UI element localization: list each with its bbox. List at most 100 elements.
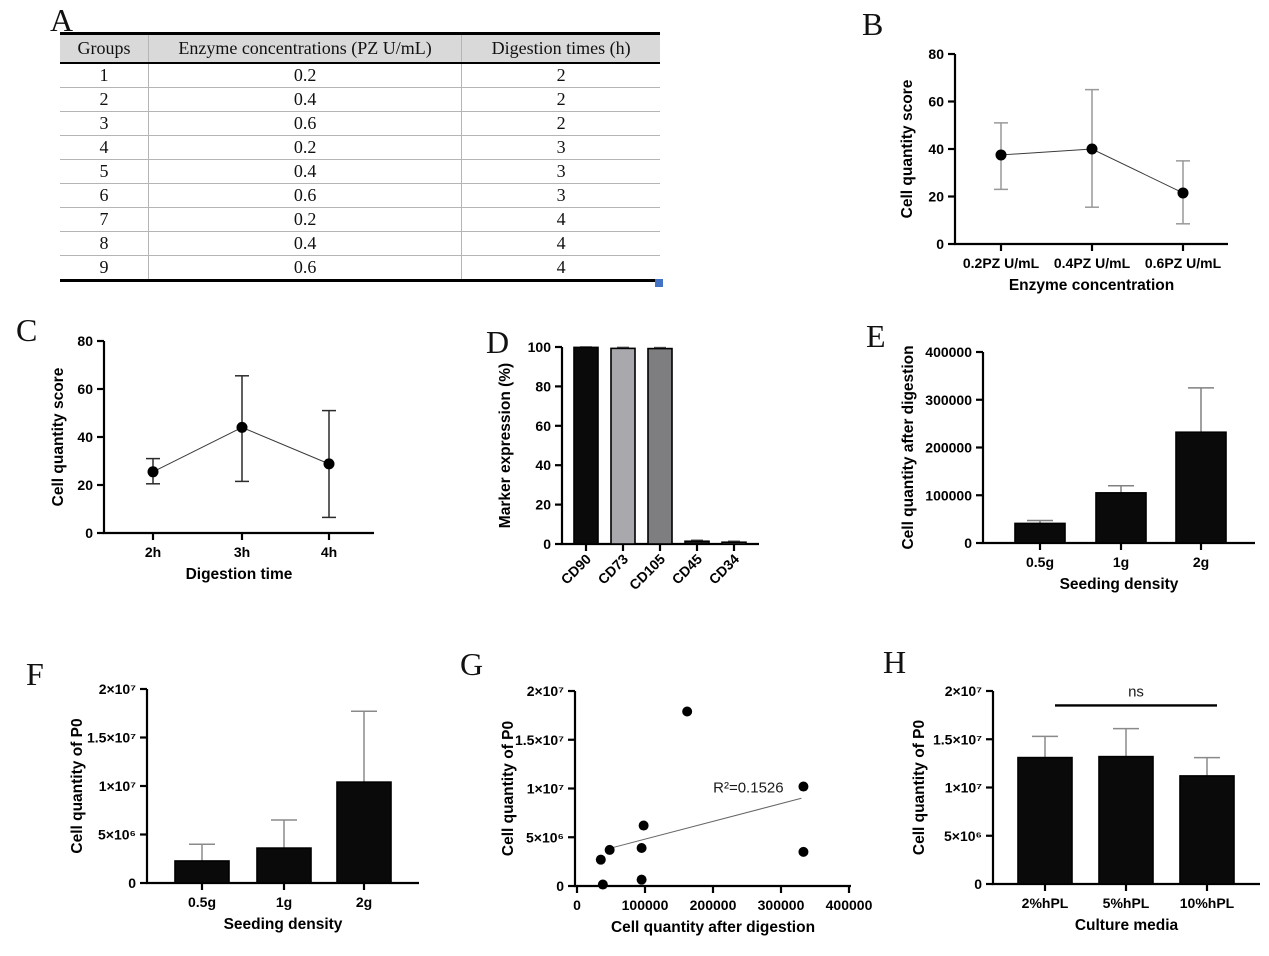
chart-cell-quantity-after-digestion: 0 100000 200000 300000 400000 Cell quantity a… [900, 344, 1255, 593]
svg-text:2h: 2h [145, 544, 161, 560]
svg-text:60: 60 [535, 418, 551, 434]
panel-label-A: A [50, 2, 74, 38]
svg-text:Marker expression (%): Marker expression (%) [497, 363, 514, 528]
svg-text:5×10⁶: 5×10⁶ [98, 827, 136, 843]
table-cell: 9 [60, 255, 149, 281]
svg-text:100000: 100000 [925, 487, 972, 503]
chart-cell-quantity-p0-seeding-density: 0 5×10⁶ 1×10⁷ 1.5×10⁷ 2×10⁷ Cell quantity of … [69, 681, 419, 933]
svg-text:1g: 1g [1113, 554, 1129, 570]
svg-text:80: 80 [535, 378, 551, 394]
table-cell: 6 [60, 183, 149, 208]
table-cell: 0.2 [147, 63, 462, 88]
panel-label-E: E [866, 318, 886, 354]
svg-text:200000: 200000 [925, 440, 972, 456]
panel-H: H 0 5×10⁶ 1×10⁷ 1.5×10⁷ 2×10⁷ Cell quantity o… [850, 620, 1269, 956]
table-row: 7 0.2 4 [60, 207, 660, 232]
table-cell: 0.4 [147, 87, 462, 112]
table-header-cell: Groups [60, 33, 149, 64]
panel-label-G: G [460, 646, 484, 682]
table-wrapper: Groups Enzyme concentrations (PZ U/mL) Dig… [60, 32, 663, 287]
svg-text:2g: 2g [1193, 554, 1209, 570]
table-header-row: Groups Enzyme concentrations (PZ U/mL) Dig… [60, 33, 660, 64]
panel-B: B 0 20 40 60 80 Cell quantity score 0.2PZ U/mL… [850, 0, 1269, 300]
table-row: 1 0.2 2 [60, 63, 660, 88]
svg-text:2%hPL: 2%hPL [1022, 895, 1069, 911]
svg-text:1×10⁷: 1×10⁷ [99, 778, 137, 794]
table-cell: 0.6 [147, 183, 462, 208]
svg-text:20: 20 [535, 497, 551, 513]
svg-text:100: 100 [528, 339, 552, 355]
svg-text:4h: 4h [321, 544, 337, 560]
svg-text:40: 40 [535, 457, 551, 473]
svg-text:CD105: CD105 [626, 551, 668, 593]
svg-text:2×10⁷: 2×10⁷ [527, 683, 565, 699]
svg-text:300000: 300000 [758, 897, 805, 913]
table-cell: 0.4 [147, 231, 462, 256]
svg-text:0.4PZ U/mL: 0.4PZ U/mL [1054, 255, 1131, 271]
svg-text:300000: 300000 [925, 392, 972, 408]
svg-text:200000: 200000 [690, 897, 737, 913]
table-cell: 0.4 [147, 159, 462, 184]
svg-text:2g: 2g [356, 894, 372, 910]
table-row: 4 0.2 3 [60, 135, 660, 160]
svg-text:Cell quantity after digestion: Cell quantity after digestion [611, 919, 815, 936]
groups-table: Groups Enzyme concentrations (PZ U/mL) Dig… [60, 32, 660, 282]
table-row: 5 0.4 3 [60, 159, 660, 184]
table-cell: 5 [60, 159, 149, 184]
table-cell: 1 [99, 65, 109, 85]
svg-text:5×10⁶: 5×10⁶ [526, 829, 564, 845]
svg-text:40: 40 [928, 141, 944, 157]
table-cell: 3 [60, 111, 149, 136]
svg-text:0.6PZ U/mL: 0.6PZ U/mL [1145, 255, 1222, 271]
svg-text:Culture media: Culture media [1075, 917, 1179, 934]
svg-text:0: 0 [128, 875, 136, 891]
chart-cell-quantity-p0-culture-media: 0 5×10⁶ 1×10⁷ 1.5×10⁷ 2×10⁷ Cell quantity of … [911, 683, 1260, 934]
panel-label-D: D [486, 324, 510, 360]
table-cell: 2 [461, 87, 660, 112]
table-cell: 4 [461, 255, 660, 281]
table-cell: 3 [461, 183, 660, 208]
svg-text:Cell quantity after digestion: Cell quantity after digestion [900, 345, 917, 549]
svg-text:400000: 400000 [826, 897, 873, 913]
svg-text:Digestion time: Digestion time [186, 566, 293, 583]
svg-text:CD90: CD90 [557, 551, 594, 588]
svg-text:20: 20 [928, 189, 944, 205]
chart-cell-quantity-vs-enzyme-concentration: 0 20 40 60 80 Cell quantity score 0.2PZ U/mL 0.… [899, 46, 1228, 294]
panel-label-H: H [883, 644, 907, 680]
svg-text:0: 0 [573, 897, 581, 913]
table-cell: 0.2 [147, 135, 462, 160]
panel-D: D 0 20 40 60 80 100 Marker expression (%) CD90 C… [430, 300, 820, 620]
svg-text:0: 0 [936, 236, 944, 252]
table-row: 9 0.6 4 [60, 255, 660, 281]
table-header-cell: Enzyme concentrations (PZ U/mL) [147, 33, 462, 64]
svg-text:20: 20 [77, 477, 93, 493]
svg-text:0: 0 [543, 536, 551, 552]
svg-text:0: 0 [556, 878, 564, 894]
panel-G: G 0 5×10⁶ 1×10⁷ 1.5×10⁷ 2×10⁷ Cell quantity o… [430, 620, 873, 956]
svg-text:40: 40 [77, 429, 93, 445]
panel-C: C 0 20 40 60 80 Cell quantity score 2h 3h 4h Dige… [0, 300, 430, 610]
svg-text:Cell quantity score: Cell quantity score [899, 79, 916, 218]
table-row: 8 0.4 4 [60, 231, 660, 256]
svg-text:ns: ns [1128, 683, 1144, 700]
svg-text:Seeding density: Seeding density [1060, 576, 1179, 593]
svg-text:60: 60 [928, 94, 944, 110]
svg-text:1×10⁷: 1×10⁷ [945, 780, 983, 796]
table-cell: 0.6 [147, 111, 462, 136]
svg-text:Seeding density: Seeding density [224, 916, 343, 933]
svg-text:0.2PZ U/mL: 0.2PZ U/mL [963, 255, 1040, 271]
table-row: 6 0.6 3 [60, 183, 660, 208]
svg-text:1×10⁷: 1×10⁷ [527, 781, 565, 797]
svg-text:CD45: CD45 [668, 551, 705, 588]
svg-text:Cell quantity of P0: Cell quantity of P0 [69, 718, 86, 853]
svg-text:1.5×10⁷: 1.5×10⁷ [515, 732, 564, 748]
svg-text:0.5g: 0.5g [1026, 554, 1054, 570]
svg-text:2×10⁷: 2×10⁷ [99, 681, 137, 697]
svg-text:0: 0 [964, 535, 972, 551]
table-cell: 2 [461, 63, 660, 88]
table-row: 2 0.4 2 [60, 87, 660, 112]
svg-text:0: 0 [974, 876, 982, 892]
table-resize-handle-icon [655, 279, 663, 287]
panel-label-F: F [26, 656, 44, 692]
table-header-cell: Digestion times (h) [461, 33, 660, 64]
